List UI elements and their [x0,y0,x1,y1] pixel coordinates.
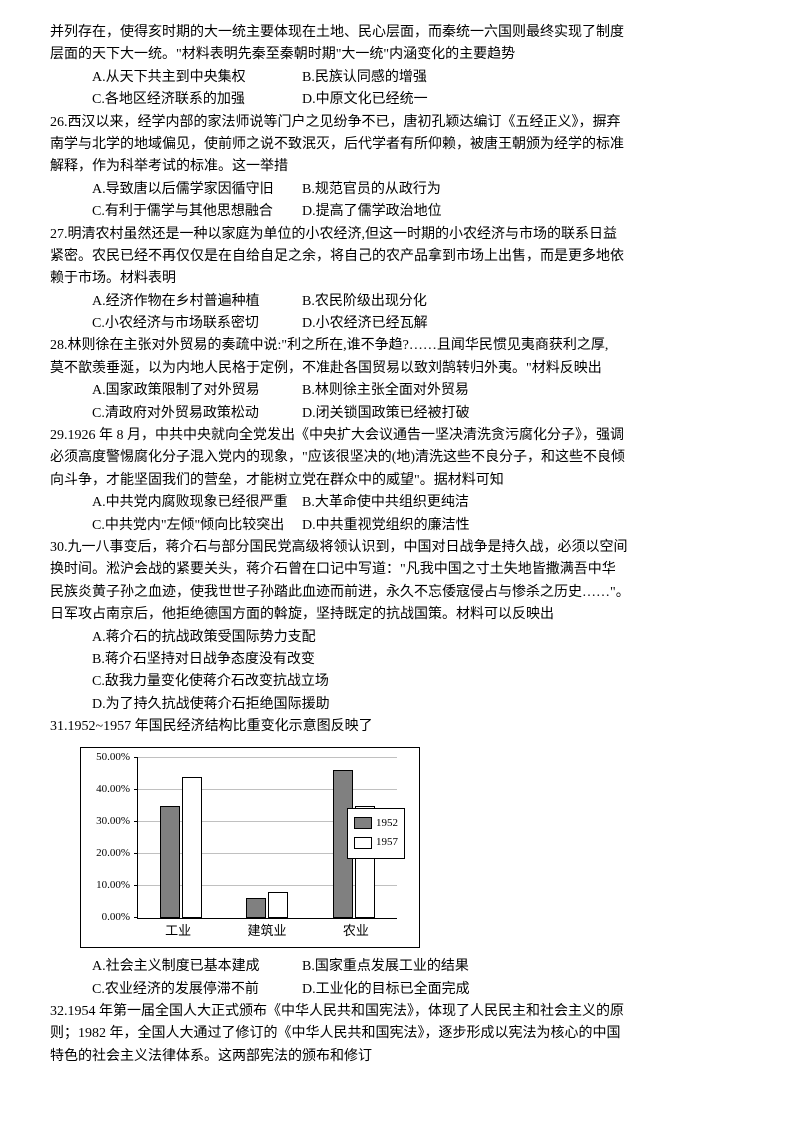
opt-a: A.国家政策限制了对外贸易 [92,380,302,402]
q30-l3: 民族炎黄子孙之血迹，使我世世子孙踏此血迹而前进，永久不忘倭寇侵占与惨杀之历史……… [50,582,750,604]
opt-b: B.蒋介石坚持对日战争态度没有改变 [92,649,750,671]
q28-l2: 莫不歆羡垂涎，以为内地人民格于定例，不准赴各国贸易以致刘鹄转归外夷。"材料反映出 [50,358,750,380]
legend-label: 1957 [376,834,398,852]
legend-label: 1952 [376,815,398,833]
opt-b: B.林则徐主张全面对外贸易 [302,380,469,402]
q29-l2: 必须高度警惕腐化分子混入党内的现象，"应该很坚决的(地)清洗这些不良分子，和这些… [50,447,750,469]
y-tick-label: 20.00% [96,845,130,863]
x-axis-labels: 工业 建筑业 农业 [137,921,397,942]
opt-c: C.中共党内"左倾"倾向比较突出 [92,515,302,537]
q27-l1: 27.明清农村虽然还是一种以家庭为单位的小农经济,但这一时期的小农经济与市场的联… [50,224,750,246]
q26-options: A.导致唐以后儒学家因循守旧B.规范官员的从政行为 C.有利于儒学与其他思想融合… [50,179,750,224]
legend-swatch [354,817,372,829]
q28-options: A.国家政策限制了对外贸易B.林则徐主张全面对外贸易 C.清政府对外贸易政策松动… [50,380,750,425]
q26-l2: 南学与北学的地域偏见，使前师之说不致泯灭，后代学者有所仰赖，被唐王朝颁为经学的标… [50,134,750,156]
q27-l2: 紧密。农民已经不再仅仅是在自给自足之余，将自己的农产品拿到市场上出售，而是更多地… [50,246,750,268]
y-tick-label: 40.00% [96,781,130,799]
opt-b: B.国家重点发展工业的结果 [302,956,469,978]
q31-chart: 0.00% 10.00% 20.00% 30.00% 40.00% 50.00% 工业 建筑… [80,747,420,949]
q26-l3: 解释，作为科举考试的标准。这一举措 [50,156,750,178]
q30-options: A.蒋介石的抗战政策受国际势力支配 B.蒋介石坚持对日战争态度没有改变 C.敌我… [50,627,750,717]
opt-b: B.大革命使中共组织更纯洁 [302,492,469,514]
q27-options: A.经济作物在乡村普遍种植B.农民阶级出现分化 C.小农经济与市场联系密切D.小… [50,291,750,336]
legend-swatch [354,837,372,849]
x-tick-label: 建筑业 [247,921,286,942]
opt-b: B.规范官员的从政行为 [302,179,441,201]
chart-legend: 19521957 [347,808,405,859]
opt-d: D.工业化的目标已全面完成 [302,979,470,1001]
intro-line1: 并列存在，使得亥时期的大一统主要体现在土地、民心层面，而秦统一六国则最终实现了制… [50,22,750,44]
opt-c: C.各地区经济联系的加强 [92,89,302,111]
bar [160,806,180,918]
bar [246,898,266,917]
bar-group [160,777,202,918]
q29-l3: 向斗争，才能坚固我们的营垒，才能树立党在群众中的威望"。据材料可知 [50,470,750,492]
q32-l3: 特色的社会主义法律体系。这两部宪法的颁布和修订 [50,1046,750,1068]
q28-l1: 28.林则徐在主张对外贸易的奏疏中说:"利之所在,谁不争趋?……且闻华民惯见夷商… [50,335,750,357]
q32-l1: 32.1954 年第一届全国人大正式颁布《中华人民共和国宪法》，体现了人民民主和… [50,1001,750,1023]
legend-item: 1957 [354,834,398,852]
y-axis-labels: 0.00%10.00%20.00%30.00%40.00%50.00% [88,758,136,918]
opt-c: C.清政府对外贸易政策松动 [92,403,302,425]
opt-d: D.小农经济已经瓦解 [302,313,428,335]
q30-l1: 30.九一八事变后，蒋介石与部分国民党高级将领认识到，中国对日战争是持久战，必须… [50,537,750,559]
opt-a: A.蒋介石的抗战政策受国际势力支配 [92,627,750,649]
opt-d: D.中原文化已经统一 [302,89,428,111]
q29-options: A.中共党内腐败现象已经很严重B.大革命使中共组织更纯洁 C.中共党内"左倾"倾… [50,492,750,537]
q30-l2: 换时间。淞沪会战的紧要关头，蒋介石曾在口记中写道："凡我中国之寸土失地皆撒满吾中… [50,559,750,581]
opt-c: C.农业经济的发展停滞不前 [92,979,302,1001]
opt-a: A.经济作物在乡村普遍种植 [92,291,302,313]
q26-l1: 26.西汉以来，经学内部的家法师说等门户之见纷争不已，唐初孔颖达编订《五经正义》… [50,112,750,134]
q32-l2: 则；1982 年，全国人大通过了修订的《中华人民共和国宪法》，逐步形成以宪法为核… [50,1023,750,1045]
intro-line2: 层面的天下大一统。"材料表明先秦至秦朝时期"大一统"内涵变化的主要趋势 [50,44,750,66]
opt-a: A.中共党内腐败现象已经很严重 [92,492,302,514]
opt-a: A.社会主义制度已基本建成 [92,956,302,978]
q30-l4: 日军攻占南京后，他拒绝德国方面的斡旋，坚持既定的抗战国策。材料可以反映出 [50,604,750,626]
x-tick-label: 工业 [165,921,191,942]
y-tick-label: 0.00% [102,909,130,927]
q31-options: A.社会主义制度已基本建成B.国家重点发展工业的结果 C.农业经济的发展停滞不前… [50,956,750,1001]
opt-a: A.导致唐以后儒学家因循守旧 [92,179,302,201]
q31-stem: 31.1952~1957 年国民经济结构比重变化示意图反映了 [50,716,750,738]
opt-d: D.中共重视党组织的廉洁性 [302,515,470,537]
opt-a: A.从天下共主到中央集权 [92,67,302,89]
y-tick-label: 50.00% [96,749,130,767]
opt-b: B.民族认同感的增强 [302,67,427,89]
opt-c: C.有利于儒学与其他思想融合 [92,201,302,223]
q29-l1: 29.1926 年 8 月，中共中央就向全党发出《中央扩大会议通告一坚决清洗贪污… [50,425,750,447]
x-tick-label: 农业 [343,921,369,942]
opt-c: C.小农经济与市场联系密切 [92,313,302,335]
legend-item: 1952 [354,815,398,833]
intro-options: A.从天下共主到中央集权B.民族认同感的增强 C.各地区经济联系的加强D.中原文… [50,67,750,112]
opt-d: D.为了持久抗战使蒋介石拒绝国际援助 [92,694,750,716]
y-tick-label: 10.00% [96,877,130,895]
bar [182,777,202,918]
q27-l3: 赖于市场。材料表明 [50,268,750,290]
opt-d: D.闭关锁国政策已经被打破 [302,403,470,425]
y-tick-label: 30.00% [96,813,130,831]
opt-b: B.农民阶级出现分化 [302,291,427,313]
bar [268,892,288,918]
opt-c: C.敌我力量变化使蒋介石改变抗战立场 [92,671,750,693]
opt-d: D.提高了儒学政治地位 [302,201,442,223]
bar-group [246,892,288,918]
